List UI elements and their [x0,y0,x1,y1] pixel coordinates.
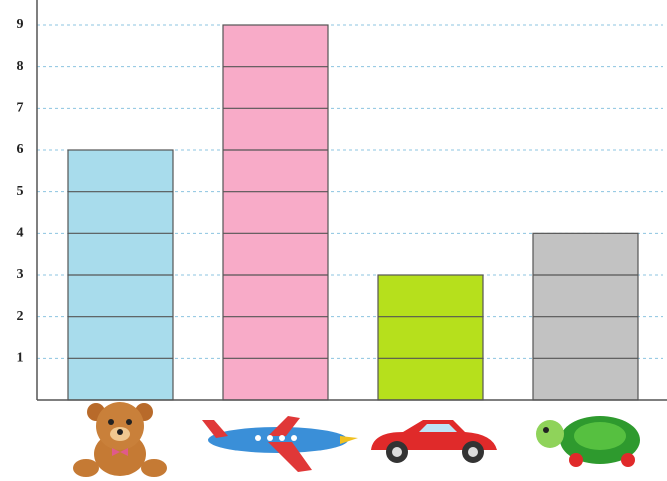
plane-icon [202,416,358,472]
y-tick-label: 9 [17,17,24,32]
category-icons [73,402,640,477]
y-tick-label: 3 [17,267,24,282]
teddy-icon [73,402,167,477]
y-tick-label: 5 [17,184,24,199]
bar [222,24,329,401]
y-tick-label: 8 [17,59,24,74]
y-tick-label: 7 [17,101,24,116]
car-icon [371,420,497,463]
bar [377,274,484,401]
y-tick-label: 1 [17,351,24,366]
y-tick-label: 4 [17,226,24,241]
y-tick-label: 2 [17,309,24,324]
turtle-icon [536,416,640,467]
y-tick-label: 6 [17,142,24,157]
